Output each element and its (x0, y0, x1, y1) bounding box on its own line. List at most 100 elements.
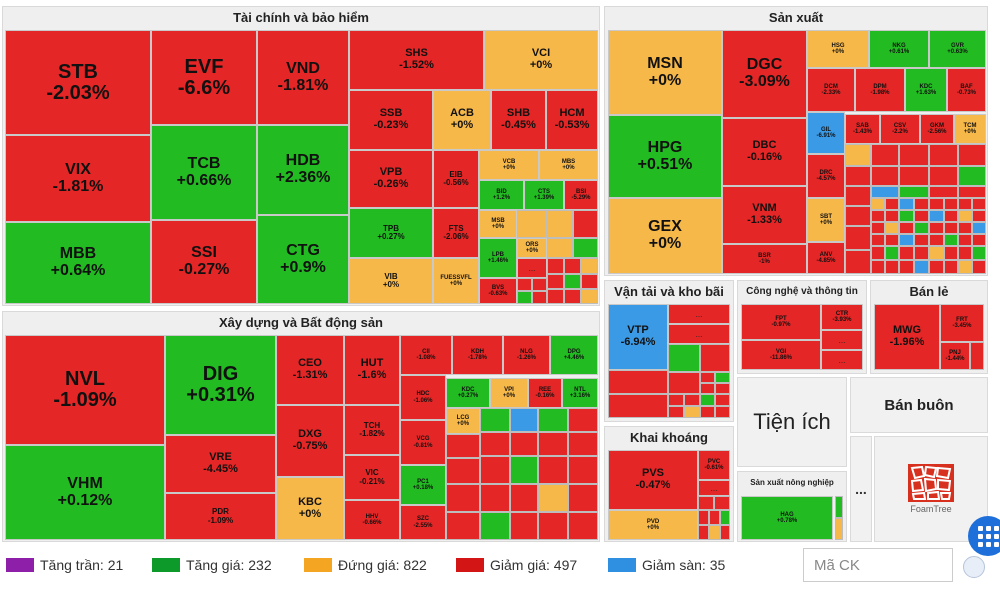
stock-tile[interactable]: VIC -0.21% (344, 455, 400, 500)
mini-tile[interactable] (885, 198, 899, 210)
more-tile[interactable]: ... (668, 324, 730, 344)
mini-tile[interactable] (510, 408, 538, 432)
mini-tile[interactable] (446, 458, 480, 484)
stock-tile[interactable]: VNM -1.33% (722, 186, 807, 244)
stock-tile[interactable]: PVD +0% (608, 510, 698, 540)
stock-tile[interactable]: DIG +0.31% (165, 335, 276, 435)
stock-tile[interactable]: CSV -2.2% (880, 114, 920, 144)
mini-tile[interactable] (885, 246, 899, 260)
stock-tile[interactable]: NVL -1.09% (5, 335, 165, 445)
stock-tile[interactable]: VPI +0% (490, 378, 528, 408)
mini-tile[interactable] (958, 222, 972, 234)
mini-tile[interactable] (581, 289, 598, 304)
stock-tile[interactable]: HSG +0% (807, 30, 869, 68)
sector-utilities[interactable]: Tiện ích (737, 377, 847, 467)
mini-tile[interactable] (573, 238, 598, 258)
stock-tile[interactable]: KDH -1.78% (452, 335, 503, 375)
stock-tile[interactable]: TCH -1.82% (344, 405, 400, 455)
stock-tile[interactable]: BID +1.2% (479, 180, 524, 210)
legend-item-up[interactable]: Tăng giá: 232 (152, 556, 272, 574)
mini-tile[interactable] (715, 372, 730, 383)
mini-tile[interactable] (972, 222, 986, 234)
stock-tile[interactable]: CTS +1.39% (524, 180, 564, 210)
mini-tile[interactable] (899, 222, 914, 234)
mini-tile[interactable] (972, 198, 986, 210)
stock-tile[interactable]: GIL -6.91% (807, 112, 845, 154)
mini-tile[interactable] (970, 342, 984, 370)
mini-tile[interactable] (510, 484, 538, 512)
mini-tile[interactable] (929, 166, 958, 186)
mini-tile[interactable] (972, 246, 986, 260)
mini-tile[interactable] (944, 222, 958, 234)
stock-tile[interactable]: KBC +0% (276, 477, 344, 540)
stock-tile[interactable]: VCG -0.81% (400, 420, 446, 465)
more-tile[interactable]: ... (698, 480, 730, 496)
mini-tile[interactable] (568, 512, 598, 540)
stock-tile[interactable]: VCB +0% (479, 150, 539, 180)
stock-tile[interactable]: STB -2.03% (5, 30, 151, 135)
stock-tile[interactable]: KDC +1.63% (905, 68, 947, 112)
more-tile[interactable]: ... (821, 330, 863, 350)
stock-tile[interactable]: SZC -2.55% (400, 505, 446, 540)
mini-tile[interactable] (958, 210, 972, 222)
mini-tile[interactable] (871, 144, 899, 166)
mini-tile[interactable] (835, 518, 843, 540)
mini-tile[interactable] (568, 432, 598, 456)
mini-tile[interactable] (871, 246, 885, 260)
stock-tile[interactable]: GVR +0.63% (929, 30, 986, 68)
stock-tile[interactable]: HCM -0.53% (546, 90, 598, 150)
mini-tile[interactable] (972, 210, 986, 222)
mini-tile[interactable] (720, 525, 730, 540)
mini-tile[interactable] (972, 234, 986, 246)
mini-tile[interactable] (958, 186, 986, 198)
mini-tile[interactable] (914, 222, 929, 234)
menu-fab-button[interactable] (968, 516, 1000, 556)
mini-tile[interactable] (517, 210, 547, 238)
stock-tile[interactable]: VIB +0% (349, 258, 433, 304)
mini-tile[interactable] (899, 144, 929, 166)
stock-tile[interactable]: TPB +0.27% (349, 208, 433, 258)
mini-tile[interactable] (845, 166, 871, 186)
stock-tile[interactable]: FRT -3.45% (940, 304, 984, 342)
stock-tile[interactable]: TCB +0.66% (151, 125, 257, 220)
stock-tile[interactable]: HHV -0.66% (344, 500, 400, 540)
mini-tile[interactable] (914, 198, 929, 210)
stock-tile[interactable]: PVC -0.61% (698, 450, 730, 480)
mini-tile[interactable] (700, 406, 715, 418)
stock-tile[interactable]: VHM +0.12% (5, 445, 165, 540)
stock-tile[interactable]: EIB -0.56% (433, 150, 479, 208)
more-tile[interactable]: ... (517, 258, 547, 278)
mini-tile[interactable] (608, 370, 668, 394)
stock-tile[interactable]: PNJ -1.44% (940, 342, 970, 370)
mini-tile[interactable] (885, 234, 899, 246)
mini-tile[interactable] (899, 186, 929, 198)
mini-tile[interactable] (709, 525, 720, 540)
stock-tile[interactable]: SSI -0.27% (151, 220, 257, 304)
mini-tile[interactable] (532, 278, 547, 291)
mini-tile[interactable] (899, 210, 914, 222)
mini-tile[interactable] (914, 210, 929, 222)
stock-tile[interactable]: PC1 +0.18% (400, 465, 446, 505)
stock-tile[interactable]: PVS -0.47% (608, 450, 698, 510)
mini-tile[interactable] (885, 222, 899, 234)
stock-tile[interactable]: DRC -4.57% (807, 154, 845, 198)
stock-tile[interactable]: DCM -2.33% (807, 68, 855, 112)
mini-tile[interactable] (581, 274, 598, 289)
stock-tile[interactable]: HUT -1.6% (344, 335, 400, 405)
mini-tile[interactable] (929, 186, 958, 198)
mini-tile[interactable] (899, 234, 914, 246)
mini-tile[interactable] (517, 291, 532, 304)
stock-tile[interactable]: CII -1.08% (400, 335, 452, 375)
mini-tile[interactable] (871, 222, 885, 234)
mini-tile[interactable] (480, 484, 510, 512)
mini-tile[interactable] (720, 510, 730, 525)
stock-tile[interactable]: MSN +0% (608, 30, 722, 115)
mini-tile[interactable] (871, 234, 885, 246)
mini-tile[interactable] (668, 406, 684, 418)
stock-code-search-input[interactable] (803, 548, 953, 582)
mini-tile[interactable] (668, 394, 684, 406)
mini-tile[interactable] (845, 144, 871, 166)
mini-tile[interactable] (698, 510, 709, 525)
mini-tile[interactable] (899, 260, 914, 274)
mini-tile[interactable] (944, 260, 958, 274)
